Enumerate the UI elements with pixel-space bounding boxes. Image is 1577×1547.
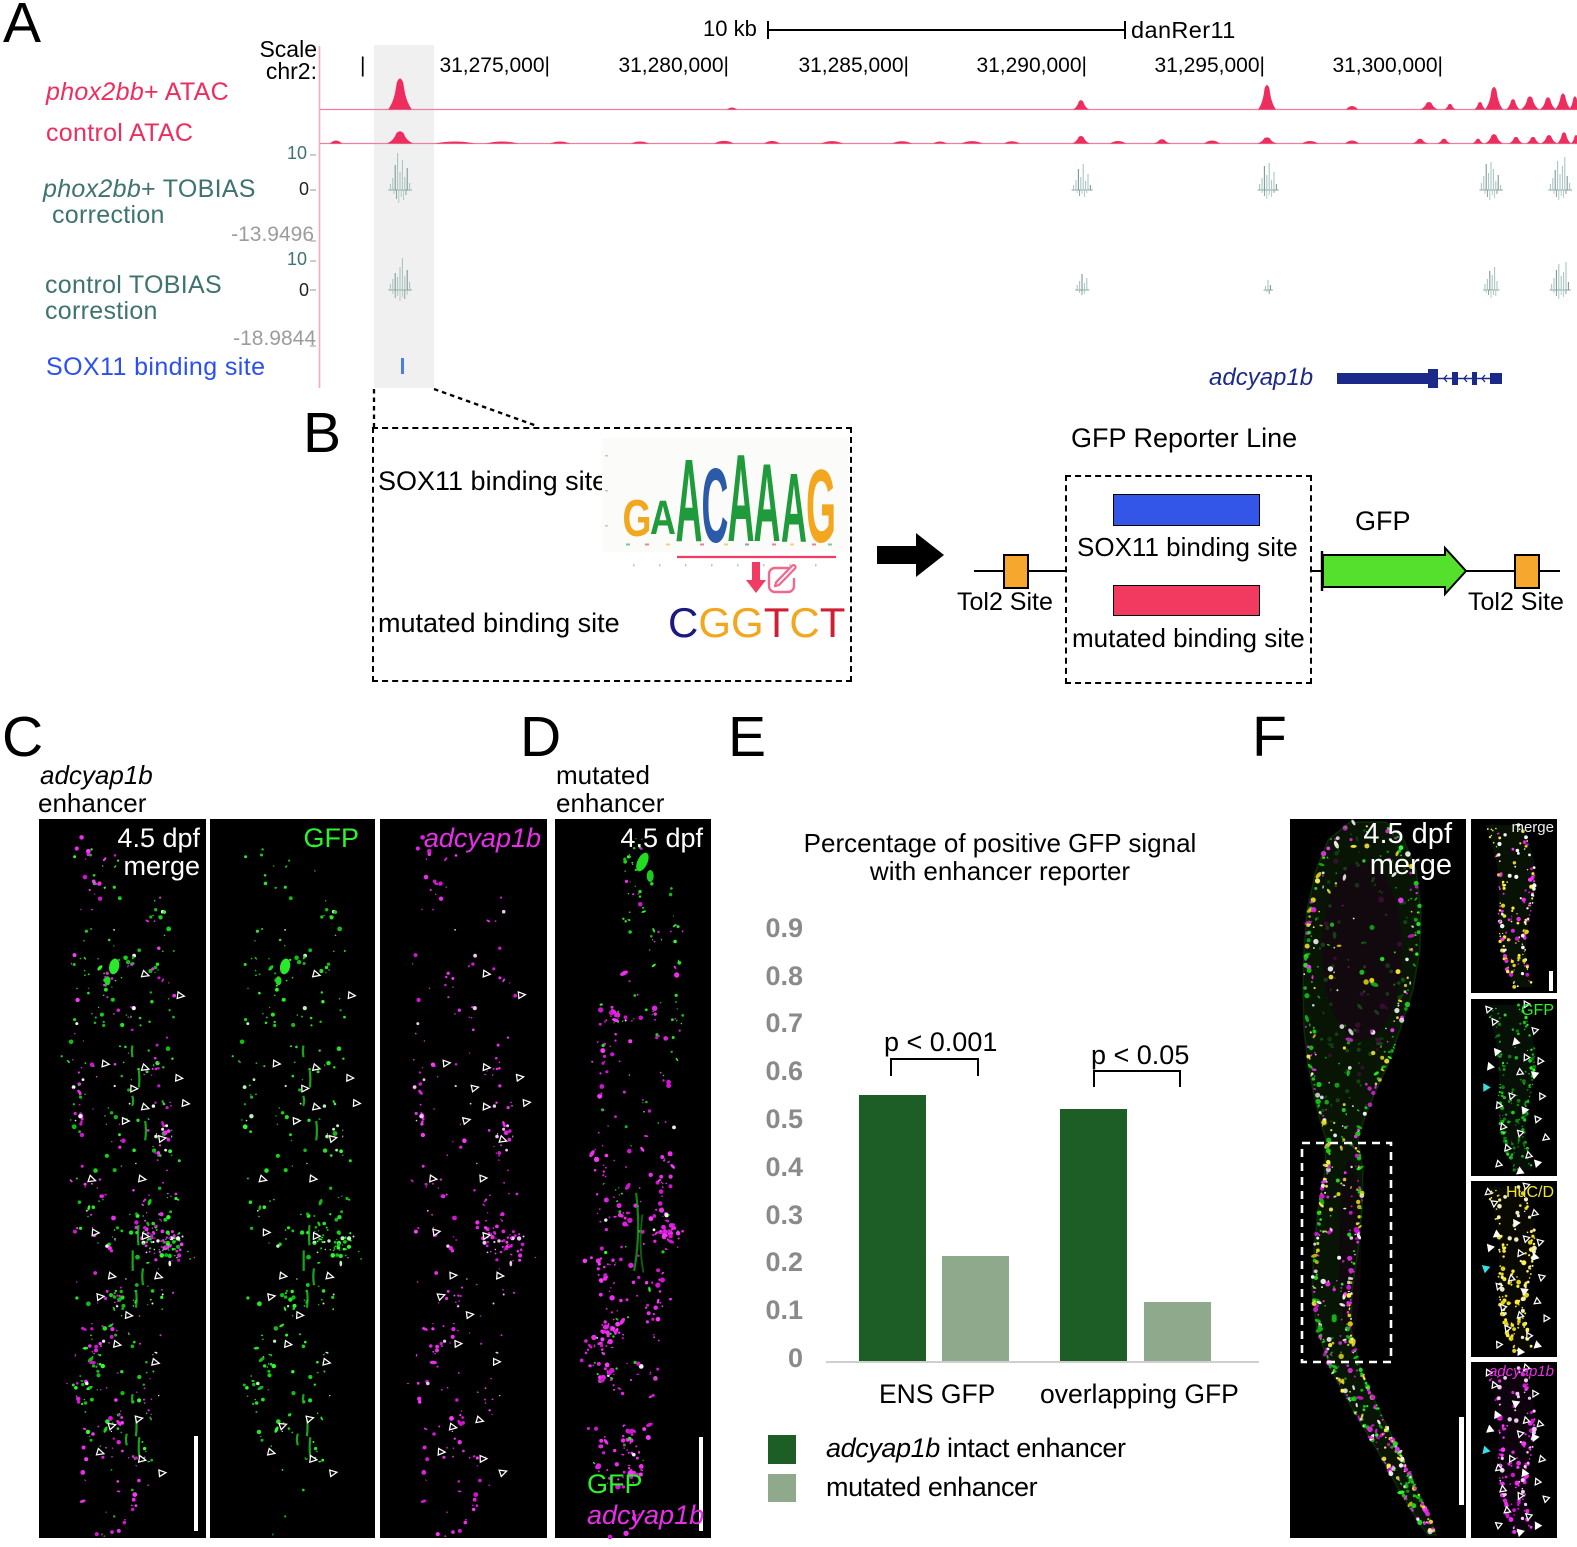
svg-text:A: A bbox=[650, 491, 676, 544]
svg-text:A: A bbox=[728, 430, 755, 568]
svg-text:A: A bbox=[781, 453, 807, 563]
svg-text:C: C bbox=[702, 446, 729, 565]
svg-text:G: G bbox=[623, 489, 652, 548]
svg-text:A: A bbox=[676, 434, 703, 566]
svg-text:A: A bbox=[754, 440, 781, 565]
svg-text:G: G bbox=[806, 448, 836, 565]
